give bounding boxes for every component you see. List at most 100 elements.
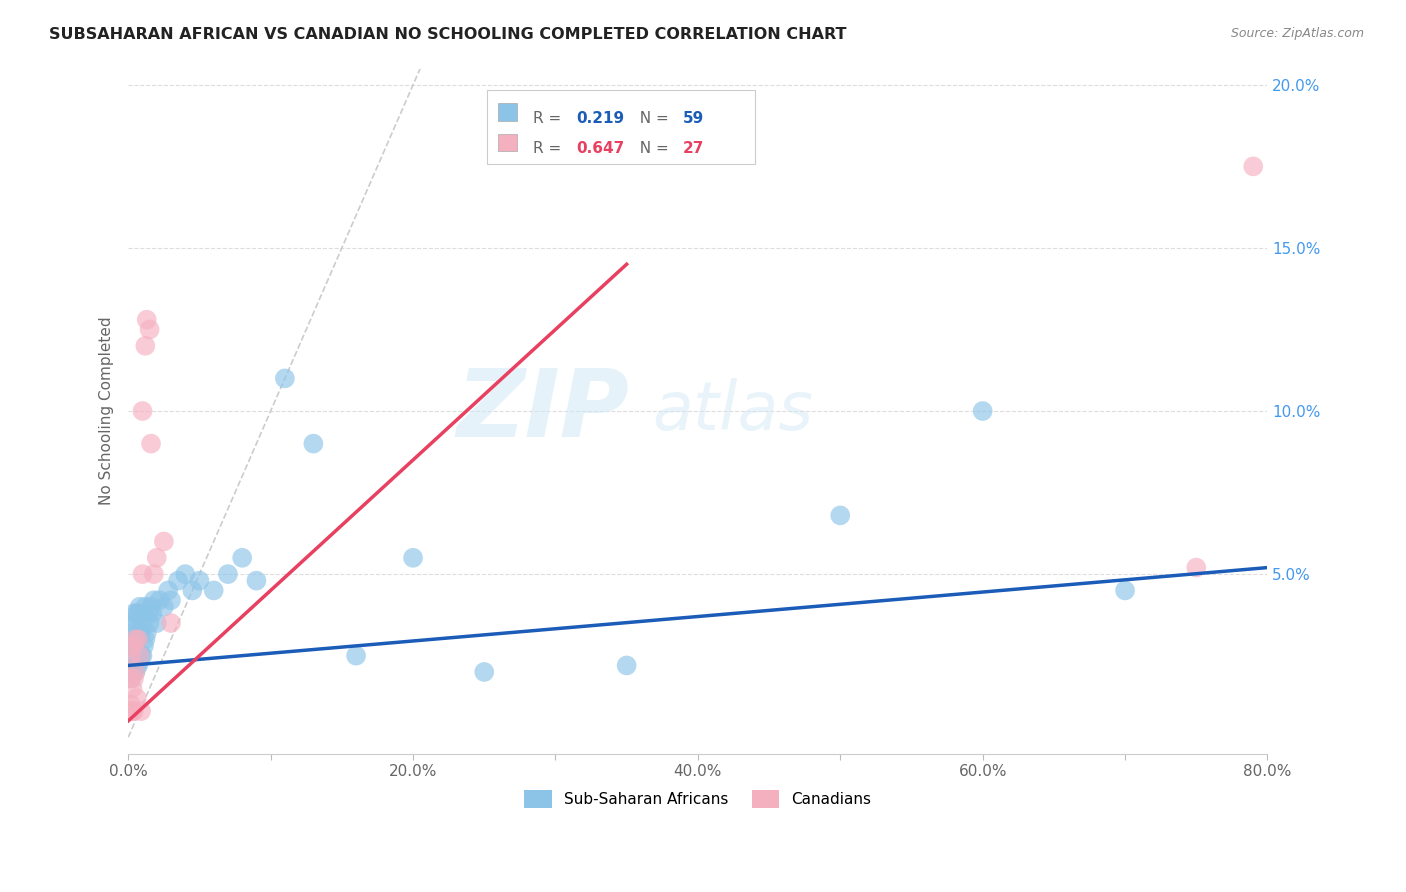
Point — [145, 615, 167, 630]
Point — [121, 639, 143, 653]
Text: ZIP: ZIP — [457, 365, 630, 457]
Point — [134, 599, 156, 614]
Point — [120, 625, 142, 640]
Point — [142, 567, 165, 582]
Point — [139, 599, 162, 614]
Point — [135, 312, 157, 326]
Point — [167, 574, 190, 588]
Point — [142, 593, 165, 607]
Point — [148, 593, 170, 607]
Text: N =: N = — [630, 141, 673, 156]
Y-axis label: No Schooling Completed: No Schooling Completed — [100, 317, 114, 506]
Point — [122, 632, 145, 647]
Point — [138, 322, 160, 336]
Point — [157, 583, 180, 598]
Point — [402, 550, 425, 565]
Point — [231, 550, 253, 565]
Point — [128, 625, 150, 640]
Point — [136, 607, 159, 621]
Point — [472, 665, 495, 679]
Point — [1241, 160, 1264, 174]
Text: R =: R = — [533, 111, 565, 126]
Point — [131, 404, 153, 418]
Point — [160, 593, 183, 607]
Text: atlas: atlas — [652, 378, 814, 444]
Text: SUBSAHARAN AFRICAN VS CANADIAN NO SCHOOLING COMPLETED CORRELATION CHART: SUBSAHARAN AFRICAN VS CANADIAN NO SCHOOL… — [49, 27, 846, 42]
Point — [344, 648, 367, 663]
Point — [125, 658, 148, 673]
Point — [188, 574, 211, 588]
Text: R =: R = — [533, 141, 565, 156]
Point — [124, 665, 146, 679]
Point — [145, 550, 167, 565]
Point — [121, 681, 143, 696]
Point — [122, 672, 145, 686]
Point — [127, 658, 149, 673]
Point — [134, 339, 156, 353]
Point — [153, 599, 176, 614]
Point — [118, 672, 141, 686]
Text: 0.219: 0.219 — [576, 111, 624, 126]
Legend: Sub-Saharan Africans, Canadians: Sub-Saharan Africans, Canadians — [519, 783, 877, 814]
Text: 59: 59 — [683, 111, 704, 126]
Point — [153, 534, 176, 549]
Point — [124, 665, 146, 679]
Point — [302, 436, 325, 450]
Point — [245, 574, 267, 588]
Point — [125, 632, 148, 647]
Text: Source: ZipAtlas.com: Source: ZipAtlas.com — [1230, 27, 1364, 40]
Point — [174, 567, 197, 582]
FancyBboxPatch shape — [499, 103, 517, 120]
Point — [118, 704, 141, 718]
Point — [131, 648, 153, 663]
Point — [129, 648, 152, 663]
Point — [131, 567, 153, 582]
Point — [1114, 583, 1136, 598]
Point — [134, 632, 156, 647]
Text: 0.647: 0.647 — [576, 141, 624, 156]
FancyBboxPatch shape — [499, 134, 517, 151]
Point — [129, 625, 152, 640]
Point — [125, 607, 148, 621]
Point — [181, 583, 204, 598]
Point — [120, 672, 142, 686]
Point — [131, 615, 153, 630]
Point — [616, 658, 638, 673]
Point — [128, 599, 150, 614]
Point — [202, 583, 225, 598]
Point — [124, 632, 146, 647]
Point — [120, 648, 142, 663]
FancyBboxPatch shape — [486, 90, 755, 164]
Point — [160, 615, 183, 630]
Point — [121, 639, 143, 653]
Point — [122, 607, 145, 621]
Point — [120, 698, 142, 712]
Text: N =: N = — [630, 111, 673, 126]
Point — [127, 607, 149, 621]
Point — [121, 704, 143, 718]
Point — [129, 704, 152, 718]
Point — [125, 691, 148, 706]
Point — [132, 607, 155, 621]
Point — [122, 704, 145, 718]
Point — [127, 632, 149, 647]
Point — [118, 639, 141, 653]
Point — [118, 665, 141, 679]
Point — [1185, 560, 1208, 574]
Point — [128, 648, 150, 663]
Point — [121, 615, 143, 630]
Point — [139, 436, 162, 450]
Point — [135, 625, 157, 640]
Point — [120, 648, 142, 663]
Point — [124, 639, 146, 653]
Point — [972, 404, 994, 418]
Point — [217, 567, 239, 582]
Point — [121, 665, 143, 679]
Point — [122, 658, 145, 673]
Point — [274, 371, 297, 385]
Point — [124, 615, 146, 630]
Text: 27: 27 — [683, 141, 704, 156]
Point — [830, 508, 852, 523]
Point — [127, 632, 149, 647]
Point — [132, 639, 155, 653]
